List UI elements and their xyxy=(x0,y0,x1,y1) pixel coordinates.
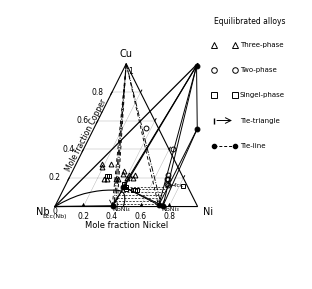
Text: 0.4: 0.4 xyxy=(63,145,75,154)
Text: Tie-line: Tie-line xyxy=(240,143,266,149)
Text: 0.8: 0.8 xyxy=(91,88,103,97)
Text: 0.4: 0.4 xyxy=(106,212,118,221)
Text: Mole fraction Copper: Mole fraction Copper xyxy=(64,97,109,173)
Text: Three-phase: Three-phase xyxy=(240,42,283,48)
Text: Equilibrated alloys: Equilibrated alloys xyxy=(214,16,286,26)
Text: Mole fraction Nickel: Mole fraction Nickel xyxy=(85,221,168,230)
Text: Ni: Ni xyxy=(203,207,213,217)
Text: 0: 0 xyxy=(52,207,57,216)
Text: 1: 1 xyxy=(128,67,133,76)
Text: Nb: Nb xyxy=(36,207,49,217)
Text: Tie-triangle: Tie-triangle xyxy=(240,118,280,123)
Text: NbNi₄: NbNi₄ xyxy=(112,207,130,212)
Text: Two-phase: Two-phase xyxy=(240,67,277,73)
Text: Singel-phase: Singel-phase xyxy=(240,92,285,98)
Text: ←fcc: ←fcc xyxy=(170,183,184,188)
Text: 0.2: 0.2 xyxy=(49,173,61,182)
Text: bcc(Nb): bcc(Nb) xyxy=(42,214,67,219)
Text: NbNi₃: NbNi₃ xyxy=(162,207,179,212)
Text: 0.6: 0.6 xyxy=(134,212,147,221)
Text: 0.6: 0.6 xyxy=(77,116,89,125)
Text: 0.8: 0.8 xyxy=(163,212,175,221)
Text: Cu: Cu xyxy=(120,49,133,60)
Text: 0.2: 0.2 xyxy=(77,212,90,221)
